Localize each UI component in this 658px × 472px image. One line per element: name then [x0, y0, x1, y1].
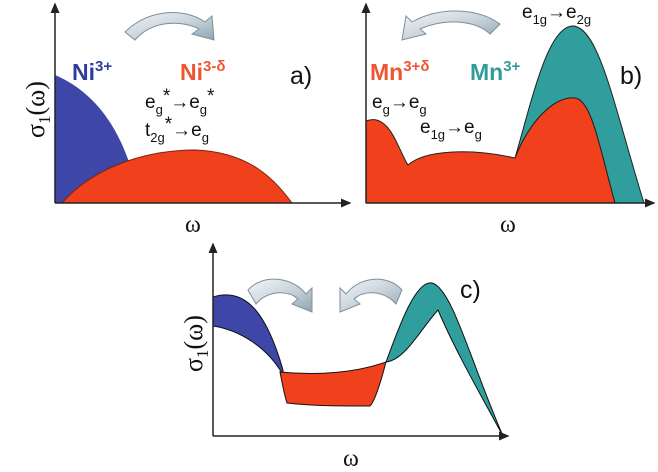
panel-a: [50, 2, 352, 208]
panel-b-transition-1: eg→eg: [372, 92, 427, 117]
panel-c-ylabel: σ1(ω): [179, 315, 212, 372]
panel-a-transition-1: eg*→eg*: [145, 86, 215, 117]
panel-a-xlabel: ω: [185, 212, 201, 238]
panel-a-ylabel: σ1(ω): [21, 81, 54, 138]
panel-a-ni3d-band: [60, 149, 293, 204]
panel-c-xlabel: ω: [343, 446, 359, 472]
panel-c-blue-band: [212, 294, 284, 377]
panel-b-transition-2: e1g→eg: [420, 117, 482, 142]
curved-arrow-icon: [339, 278, 403, 313]
panel-a-transition-2: t2g*→eg: [145, 114, 209, 145]
curved-arrow-icon: [124, 12, 215, 41]
panel-a-ion-ni3: Ni3+: [72, 58, 112, 85]
panel-a-ion-ni3d: Ni3-δ: [180, 58, 225, 85]
panel-c: [208, 242, 510, 441]
panel-b: [361, 2, 656, 208]
panel-c-red-band: [279, 361, 387, 407]
panel-b-transition-top: e1g→e2g: [522, 2, 591, 27]
panel-c-tag: c): [460, 276, 481, 304]
panel-b-mn3d-band: [365, 97, 616, 204]
curved-arrow-icon: [247, 278, 313, 313]
panel-a-tag: a): [290, 62, 312, 90]
panel-c-teal-band: [385, 282, 504, 437]
panel-b-ion-mn3: Mn3+: [470, 58, 521, 85]
panel-b-xlabel: ω: [500, 212, 516, 238]
panel-b-tag: b): [620, 62, 642, 90]
curved-arrow-icon: [401, 10, 501, 41]
panel-b-ion-mn3d: Mn3+δ: [370, 58, 429, 85]
